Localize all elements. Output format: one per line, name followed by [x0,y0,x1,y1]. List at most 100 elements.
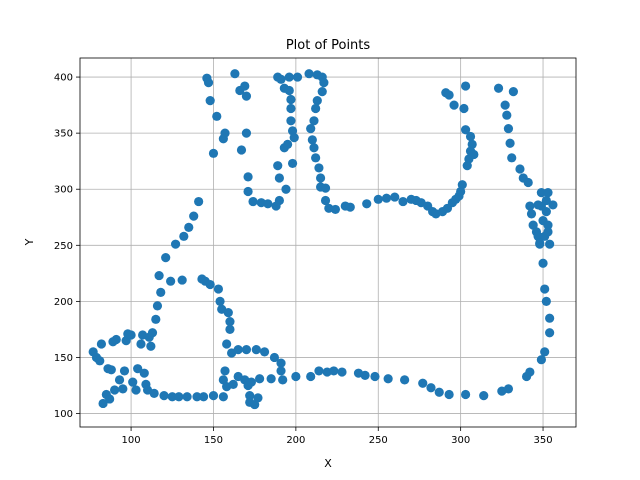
scatter-point [119,366,130,376]
scatter-point [174,392,184,402]
scatter-point [159,390,169,401]
scatter-point [444,90,454,100]
scatter-point [198,392,209,402]
scatter-point [269,352,280,363]
scatter-point [147,328,158,338]
scatter-point [311,153,321,163]
scatter-point [184,222,194,232]
scatter-point [276,366,286,376]
scatter-point [161,253,171,263]
scatter-point [434,387,444,397]
scatter-point [177,275,187,285]
scatter-point [149,388,159,398]
scatter-point [383,374,393,384]
scatter-point [426,383,436,393]
scatter-point [96,339,107,349]
x-tick-label: 250 [369,435,388,446]
scatter-point [525,367,535,377]
scatter-point [505,138,515,148]
scatter-point [194,196,204,207]
scatter-point [128,377,138,387]
y-tick-label: 400 [54,73,73,84]
scatter-point [276,74,286,84]
x-tick-label: 300 [451,435,470,446]
scatter-point [205,279,215,290]
scatter-point [545,313,555,323]
scatter-point [118,384,128,394]
scatter-point [98,398,108,409]
scatter-point [222,339,232,349]
scatter-point [192,392,202,402]
scatter-point [170,239,181,249]
scatter-point [212,111,222,121]
scatter-point [245,390,255,401]
scatter-point [545,239,555,249]
scatter-point [274,195,284,206]
scatter-point [360,370,370,381]
scatter-point [126,330,136,340]
scatter-point [131,385,141,395]
scatter-point [320,195,331,206]
scatter-point [515,164,525,174]
chart-title: Plot of Points [286,38,371,53]
scatter-point [502,110,512,120]
scatter-point [241,91,252,101]
scatter-point [233,345,243,355]
scatter-point [457,180,467,190]
scatter-point [459,103,469,114]
scatter-point [284,85,294,96]
scatter-point [106,365,116,375]
scatter-point [304,69,314,79]
scatter-point [203,78,214,88]
scatter-point [95,356,105,366]
scatter-point [225,316,235,327]
scatter-point [400,375,410,385]
scatter-point [390,192,400,202]
scatter-point [418,378,428,388]
scatter-point [292,72,303,82]
scatter-point [179,231,189,241]
scatter-point [314,163,324,173]
scatter-point [535,238,545,248]
scatter-point [205,96,215,106]
scatter-point [306,371,316,382]
scatter-point [110,385,120,395]
scatter-points [88,69,558,410]
scatter-point [398,196,408,207]
scatter-point [284,72,294,82]
scatter-point [467,139,477,149]
scatter-point [274,173,284,183]
scatter-point [337,367,347,377]
scatter-point [208,148,219,158]
scatter-point [111,334,121,345]
y-tick-label: 100 [54,409,73,420]
scatter-point [283,139,293,149]
x-tick-label: 150 [204,435,223,446]
scatter-point [136,339,146,349]
scatter-point [545,328,555,338]
scatter-point [469,149,479,160]
scatter-point [543,227,553,237]
x-axis-label: X [324,457,332,470]
scatter-point [319,78,329,88]
scatter-point [105,394,115,404]
scatter-point [151,314,161,324]
y-tick-label: 250 [54,241,73,252]
y-axis-label: Y [23,238,36,246]
scatter-point [314,366,324,376]
scatter-point [479,390,489,401]
scatter-point [329,366,339,376]
scatter-point [278,375,288,385]
scatter-point [317,87,327,97]
scatter-point [309,143,319,153]
scatter-point [166,276,176,286]
scatter-point [370,371,380,382]
scatter-point [525,201,535,211]
scatter-point [541,207,551,217]
scatter-point [373,194,383,204]
scatter-point [218,392,228,402]
y-tick-label: 200 [54,297,73,308]
scatter-point [309,116,319,126]
scatter-point [460,81,471,91]
